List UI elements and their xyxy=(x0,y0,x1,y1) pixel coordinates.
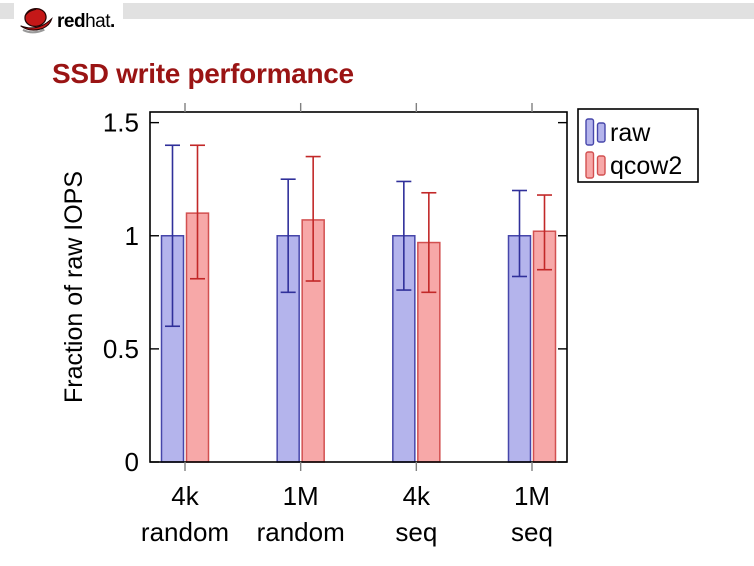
y-tick-label: 0 xyxy=(125,447,139,477)
redhat-logo: redhat. xyxy=(14,3,123,39)
x-category-label-line1: 1M xyxy=(514,481,550,511)
x-category-label-line2: random xyxy=(257,517,345,547)
legend: raw qcow2 xyxy=(577,108,699,183)
x-category-label-line2: seq xyxy=(511,517,553,547)
y-tick-label: 0.5 xyxy=(103,334,139,364)
x-category-label-line1: 4k xyxy=(171,481,199,511)
brand-red: red xyxy=(57,10,86,32)
x-category-label-line2: random xyxy=(141,517,229,547)
x-category-label-line1: 1M xyxy=(283,481,319,511)
legend-swatch-qcow2 xyxy=(585,151,595,179)
header-band xyxy=(0,3,754,19)
x-category-label-line1: 4k xyxy=(403,481,431,511)
x-category-label-line2: seq xyxy=(395,517,437,547)
slide-title: SSD write performance xyxy=(52,58,354,89)
plot-border xyxy=(149,111,568,463)
legend-label-qcow2: qcow2 xyxy=(610,152,682,180)
legend-swatch-raw xyxy=(585,118,595,146)
legend-swatch-small-qcow2 xyxy=(596,155,606,176)
y-tick-label: 1 xyxy=(125,221,139,251)
brand-dot: . xyxy=(110,10,115,32)
legend-swatch-small-raw xyxy=(596,122,606,143)
redhat-hat-icon xyxy=(20,8,53,34)
brand-hat: hat xyxy=(85,10,110,32)
y-axis-label: Fraction of raw IOPS xyxy=(60,171,88,403)
redhat-wordmark: redhat. xyxy=(57,12,115,31)
y-tick-label: 1.5 xyxy=(103,108,139,138)
legend-label-raw: raw xyxy=(610,119,651,147)
